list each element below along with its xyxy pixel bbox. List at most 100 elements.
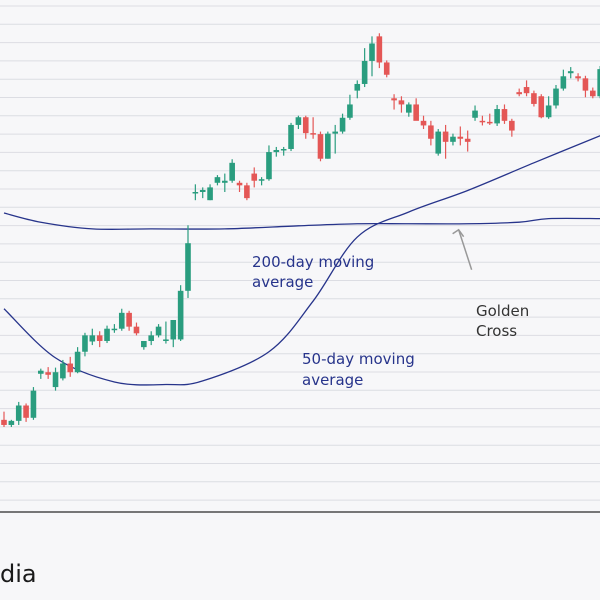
candle-body <box>516 92 522 95</box>
annotation-50-day-line1: 50-day moving <box>302 350 415 368</box>
candle-up <box>8 419 15 428</box>
candle-up <box>163 321 169 344</box>
candle-body <box>464 138 471 142</box>
candle-down <box>244 182 250 201</box>
candle-body <box>280 148 287 151</box>
candle-down <box>457 126 464 146</box>
candle-body <box>192 192 199 194</box>
candle-up <box>288 122 294 152</box>
candle-up <box>207 184 213 201</box>
arrow-head <box>452 228 465 238</box>
candle-up <box>15 401 22 425</box>
candle-down <box>96 331 103 348</box>
candle-body <box>450 136 456 142</box>
candle-up <box>192 184 199 201</box>
candle-body <box>60 363 66 379</box>
candle-body <box>523 87 530 94</box>
candle-up <box>155 324 162 338</box>
candle-body <box>45 372 51 375</box>
candle-body <box>472 110 478 118</box>
candle-up <box>30 387 37 420</box>
candle-up <box>597 66 600 99</box>
candle-body <box>545 105 552 118</box>
candle-up <box>273 146 280 157</box>
candle-up <box>52 367 59 391</box>
candle-down <box>442 124 449 159</box>
candle-up <box>104 325 110 344</box>
candle-up <box>567 67 574 79</box>
candle-body <box>538 96 545 118</box>
candle-up <box>222 173 228 192</box>
candle-up <box>435 129 442 156</box>
candle-up <box>347 94 353 120</box>
candle-up <box>472 105 478 121</box>
candle-body <box>155 326 162 336</box>
candle-down <box>486 113 493 125</box>
candle-body <box>23 405 29 418</box>
candle-body <box>170 320 177 340</box>
candle-body <box>302 117 309 134</box>
annotation-50-day-line2: average <box>302 371 363 389</box>
candle-down <box>236 180 243 192</box>
candle-up <box>185 225 191 298</box>
candle-body <box>258 179 265 181</box>
candle-body <box>251 173 258 181</box>
candle-body <box>118 312 125 329</box>
candle-body <box>74 351 81 373</box>
candle-body <box>52 372 59 388</box>
ma-200-day-line <box>3 212 600 231</box>
golden-cross-arrow <box>452 228 473 270</box>
candle-down <box>383 60 390 78</box>
candle-up <box>60 359 66 381</box>
candle-body <box>133 326 140 334</box>
candle-body <box>339 117 346 132</box>
candle-up <box>406 102 412 117</box>
candle-down <box>516 88 522 97</box>
candle-body <box>96 335 103 341</box>
candle-up <box>199 187 206 199</box>
candle-body <box>391 98 397 101</box>
candle-body <box>214 177 221 183</box>
candle-down <box>1 411 7 428</box>
candle-body <box>266 152 272 180</box>
candle-up <box>148 331 154 346</box>
candle-body <box>310 133 316 135</box>
candle-down <box>523 80 530 97</box>
candle-body <box>89 335 96 342</box>
candle-body <box>222 180 228 183</box>
candle-body <box>486 121 493 124</box>
candle-up <box>111 324 118 333</box>
candle-body <box>361 60 368 84</box>
candle-body <box>531 93 537 104</box>
candle-body <box>67 363 74 373</box>
candle-up <box>280 146 287 156</box>
candle-body <box>457 136 464 139</box>
candle-body <box>494 109 500 124</box>
candle-body <box>148 335 154 341</box>
candle-body <box>369 43 375 61</box>
candle-body <box>347 104 353 118</box>
candle-up <box>177 285 184 341</box>
candle-up <box>214 175 221 186</box>
candle-body <box>111 328 118 331</box>
candle-down <box>509 118 515 137</box>
candle-body <box>317 134 324 159</box>
candle-up <box>295 115 302 130</box>
candle-up <box>354 80 361 99</box>
candle-down <box>538 94 545 119</box>
candle-body <box>207 187 213 201</box>
candle-up <box>361 48 368 88</box>
candle-body <box>141 340 147 348</box>
candle-up <box>258 177 265 186</box>
candle-down <box>398 96 405 113</box>
candle-down <box>413 98 419 121</box>
candle-up <box>553 84 559 109</box>
candle-body <box>325 133 331 159</box>
candle-down <box>317 131 324 162</box>
candle-down <box>464 130 471 152</box>
candle-body <box>582 78 589 91</box>
candle-body <box>15 405 22 421</box>
candle-down <box>501 104 508 124</box>
